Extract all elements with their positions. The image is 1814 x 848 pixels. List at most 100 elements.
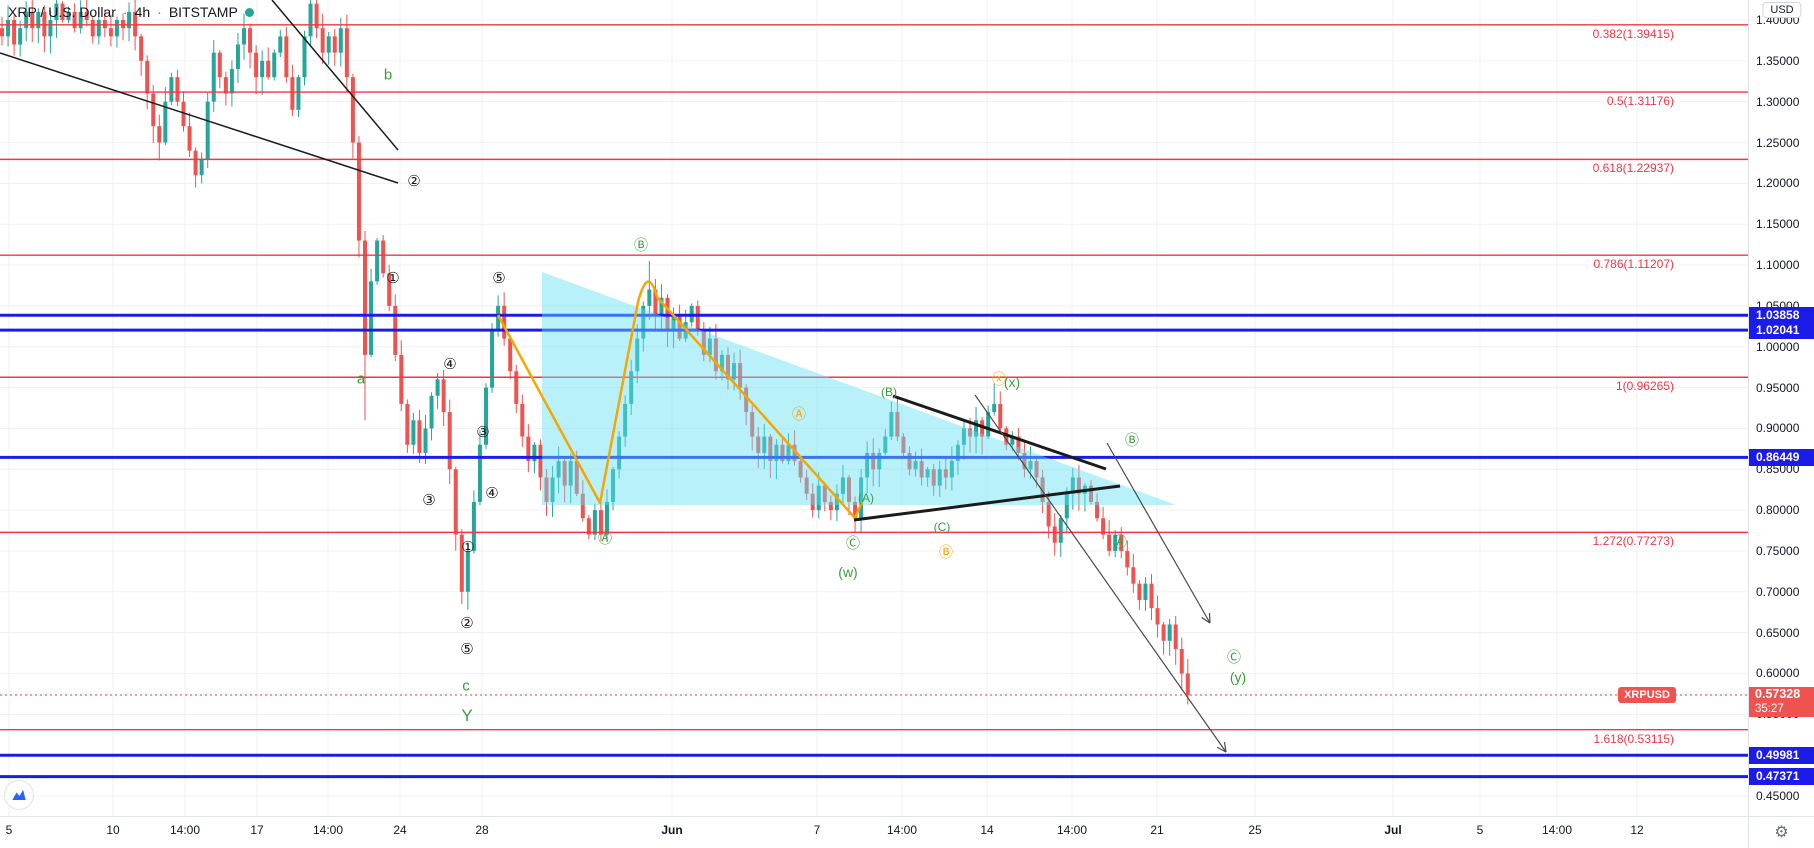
candle-body bbox=[520, 403, 525, 437]
candle-body bbox=[925, 469, 930, 478]
candle-body bbox=[707, 338, 712, 355]
candle-body bbox=[320, 28, 325, 53]
candle-body bbox=[1095, 501, 1100, 519]
candle-body bbox=[175, 77, 180, 102]
price-tick-label: 0.95000 bbox=[1756, 380, 1800, 395]
price-axis[interactable]: USD 1.40000 1.35000 1.30000 1.25000 1.20000 1… bbox=[1748, 0, 1814, 816]
arrowhead-icon bbox=[1201, 616, 1211, 624]
candle-body bbox=[205, 101, 210, 159]
time-tick-label: 12 bbox=[1630, 823, 1644, 837]
candle-body bbox=[332, 36, 337, 53]
candle-body bbox=[943, 469, 948, 478]
time-tick-label: 24 bbox=[393, 823, 407, 837]
candle-body bbox=[278, 36, 283, 53]
time-tick-label: 14:00 bbox=[1541, 823, 1573, 837]
time-tick-label: 14:00 bbox=[1056, 823, 1088, 837]
currency-toggle-button[interactable]: USD bbox=[1762, 2, 1802, 18]
candle-body bbox=[477, 444, 482, 502]
candle-body bbox=[750, 412, 755, 437]
candle-body bbox=[1004, 428, 1009, 445]
candle-body bbox=[913, 461, 918, 470]
candle-body bbox=[1052, 526, 1057, 543]
candle-body bbox=[36, 11, 41, 29]
candle-body bbox=[780, 444, 785, 462]
candle-body bbox=[647, 289, 652, 306]
candle-body bbox=[423, 428, 428, 453]
gear-icon[interactable]: ⚙ bbox=[1774, 823, 1789, 841]
candle-body bbox=[961, 428, 966, 445]
last-price-symbol-tag: XRPUSD bbox=[1618, 687, 1676, 703]
candle-body bbox=[1119, 534, 1124, 551]
candle-body bbox=[193, 150, 198, 176]
candle-body bbox=[84, 11, 89, 20]
candle-body bbox=[1016, 436, 1021, 453]
price-level-tag: 1.02041 bbox=[1749, 321, 1814, 339]
price-tick-label: 1.25000 bbox=[1756, 135, 1800, 150]
candle-body bbox=[853, 501, 858, 519]
candle-body bbox=[816, 485, 821, 511]
candle-body bbox=[998, 403, 1003, 429]
candle-body bbox=[6, 20, 11, 37]
time-axis[interactable]: 5 10 14:00 17 14:00 24 28 Jun 7 14:00 14 14:00 21 25 J… bbox=[0, 816, 1748, 848]
candle-body bbox=[580, 493, 585, 519]
time-tick-label: 10 bbox=[106, 823, 120, 837]
candle-body bbox=[60, 3, 65, 20]
candle-body bbox=[157, 126, 162, 143]
candle-body bbox=[12, 20, 17, 45]
arrowhead-icon bbox=[1223, 741, 1227, 753]
candle-body bbox=[828, 501, 833, 511]
candle-body bbox=[653, 289, 658, 315]
candle-body bbox=[1070, 477, 1075, 494]
candle-body bbox=[54, 3, 59, 20]
time-tick-label: Jul bbox=[1384, 823, 1402, 837]
candle-body bbox=[1137, 583, 1142, 600]
candle-body bbox=[217, 52, 222, 78]
candle-body bbox=[792, 444, 797, 462]
candle-body bbox=[968, 428, 972, 437]
price-tick-label: 0.90000 bbox=[1756, 421, 1800, 436]
time-tick-label: 14 bbox=[980, 823, 994, 837]
candle-body bbox=[931, 469, 936, 486]
candle-body bbox=[810, 493, 815, 511]
candle-body bbox=[163, 101, 168, 143]
triangle-pattern bbox=[542, 272, 1176, 505]
price-tick-label: 0.45000 bbox=[1756, 788, 1800, 803]
candle-body bbox=[732, 363, 737, 380]
candle-body bbox=[108, 28, 113, 37]
candle-body bbox=[629, 371, 634, 404]
header-separator: · bbox=[122, 4, 128, 20]
candle-body bbox=[90, 20, 95, 37]
price-level-tag: 0.86449 bbox=[1749, 448, 1814, 466]
candle-body bbox=[514, 371, 519, 404]
candle-body bbox=[139, 36, 144, 61]
price-tick-label: 0.60000 bbox=[1756, 666, 1800, 681]
candle-body bbox=[465, 550, 470, 592]
candle-body bbox=[550, 477, 555, 502]
chart-type-button[interactable] bbox=[4, 780, 34, 810]
price-level-tag: 0.49981 bbox=[1749, 746, 1814, 764]
candle-body bbox=[677, 314, 682, 339]
chart-canvas[interactable]: ② ① ⑤ ④ ③ ③ ④ ① ② ⑤ a b c Y Ⓑ Ⓐ Ⓒ (w) (A) (B) (C) (x) Ⓑ Ⓐ Ⓒ (y) Ⓐ Ⓑ… bbox=[0, 0, 1748, 816]
price-tick-label: 1.20000 bbox=[1756, 176, 1800, 191]
candle-body bbox=[919, 461, 924, 478]
market-status-dot-icon bbox=[244, 7, 254, 17]
exchange-label: BITSTAMP bbox=[168, 4, 238, 20]
symbol-header[interactable]: XRP / U.S. Dollar · 4h · BITSTAMP bbox=[8, 4, 254, 20]
candle-body bbox=[411, 420, 416, 445]
candle-body bbox=[1161, 624, 1166, 641]
price-tick-label: 0.75000 bbox=[1756, 543, 1800, 558]
candle-body bbox=[859, 477, 864, 519]
candle-body bbox=[871, 452, 876, 470]
time-tick-label: Jun bbox=[661, 823, 683, 837]
trend-line bbox=[271, 0, 399, 151]
candle-body bbox=[314, 3, 319, 29]
candle-body bbox=[834, 493, 839, 511]
price-tick-label: 1.10000 bbox=[1756, 258, 1800, 273]
candle-body bbox=[605, 501, 609, 535]
candle-body bbox=[1046, 501, 1051, 527]
time-tick-label: 14:00 bbox=[886, 823, 918, 837]
candle-body bbox=[151, 93, 156, 127]
candle-body bbox=[568, 461, 573, 486]
candle-body bbox=[1167, 624, 1172, 641]
candle-body bbox=[1185, 673, 1190, 696]
